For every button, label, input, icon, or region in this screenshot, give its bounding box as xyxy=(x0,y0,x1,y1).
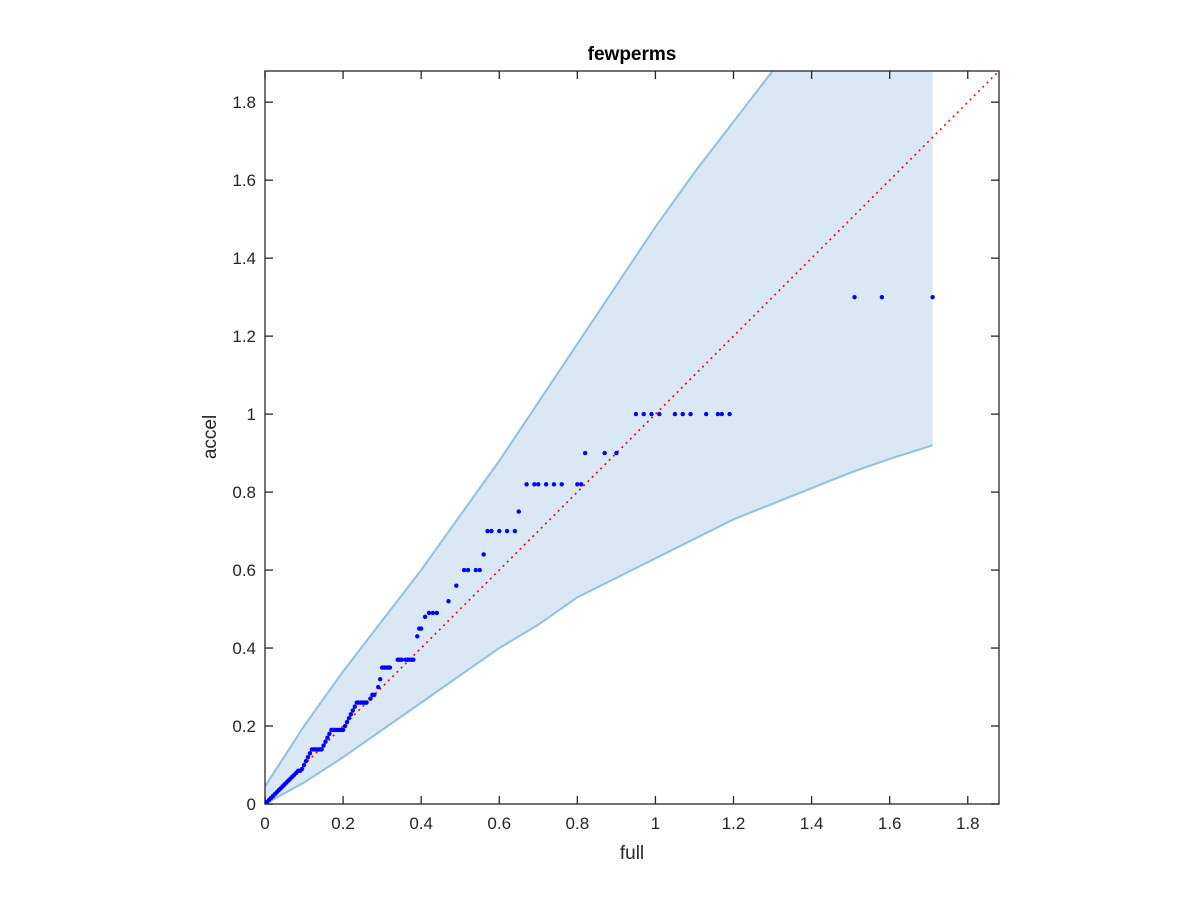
data-point xyxy=(532,482,537,487)
data-point xyxy=(719,411,724,417)
x-tick-label: 1.8 xyxy=(956,814,980,833)
data-point xyxy=(465,567,471,573)
data-point xyxy=(319,747,324,752)
y-tick-label: 0.2 xyxy=(232,717,256,736)
y-tick-label: 1 xyxy=(247,405,256,424)
data-point xyxy=(348,712,354,717)
data-point xyxy=(303,758,309,764)
data-point xyxy=(344,719,350,725)
y-axis-label: accel xyxy=(200,415,221,459)
data-point xyxy=(582,450,588,456)
data-point xyxy=(299,766,305,772)
data-point xyxy=(477,567,482,573)
x-tick-label: 0 xyxy=(260,814,269,833)
data-point xyxy=(672,411,678,417)
data-point xyxy=(372,692,377,698)
x-axis-label: full xyxy=(620,843,644,864)
data-point xyxy=(703,411,709,417)
data-point xyxy=(415,634,420,639)
data-point xyxy=(579,482,584,487)
y-tick-label: 0.6 xyxy=(232,561,256,580)
x-tick-label: 0.6 xyxy=(487,814,511,833)
x-tick-label: 1.6 xyxy=(878,814,902,833)
reference-line xyxy=(264,70,1000,805)
data-point xyxy=(930,294,935,300)
data-point xyxy=(852,294,857,300)
data-point xyxy=(387,665,393,670)
y-tick-label: 1.2 xyxy=(232,327,256,346)
data-point xyxy=(633,411,639,417)
data-point xyxy=(377,677,383,682)
data-point xyxy=(446,599,451,604)
data-point xyxy=(575,482,580,487)
y-tick-label: 0.8 xyxy=(232,483,256,502)
x-tick-label: 1.4 xyxy=(800,814,824,833)
data-point xyxy=(399,657,404,662)
data-point xyxy=(325,735,330,740)
data-point xyxy=(497,528,502,534)
data-point xyxy=(614,450,619,456)
data-point xyxy=(327,731,332,737)
data-point xyxy=(551,482,557,487)
data-point xyxy=(301,762,307,768)
x-tick-label: 1.2 xyxy=(722,814,746,833)
data-point xyxy=(323,739,328,744)
data-point xyxy=(473,567,479,573)
data-point xyxy=(342,723,348,729)
data-point xyxy=(321,743,326,748)
y-tick-label: 0 xyxy=(247,795,256,814)
data-point xyxy=(657,411,662,417)
x-tick-label: 0.8 xyxy=(566,814,590,833)
plot-frame xyxy=(264,70,1000,805)
y-tick-label: 1.4 xyxy=(232,249,256,268)
y-tick-label: 1.8 xyxy=(232,93,256,112)
confidence-band-area xyxy=(265,71,933,804)
data-point xyxy=(680,411,685,417)
data-point xyxy=(368,696,373,701)
data-point xyxy=(481,552,486,557)
data-point xyxy=(418,626,424,631)
chart-title: fewperms xyxy=(588,44,677,65)
data-point xyxy=(426,610,432,616)
lower-band-line xyxy=(264,444,933,805)
data-point xyxy=(715,411,721,417)
data-point xyxy=(305,755,311,760)
y-tick-label: 0.4 xyxy=(232,639,256,658)
data-point xyxy=(346,716,352,721)
x-tick-label: 1 xyxy=(651,814,660,833)
data-point xyxy=(504,528,510,534)
data-point xyxy=(434,610,439,616)
data-point xyxy=(512,528,518,534)
data-point xyxy=(879,294,885,300)
data-point xyxy=(649,411,654,417)
data-point xyxy=(602,450,607,456)
data-point xyxy=(489,528,494,534)
data-point xyxy=(536,482,541,487)
data-point xyxy=(559,482,564,487)
data-point xyxy=(516,509,521,514)
data-point xyxy=(422,614,428,620)
data-point xyxy=(524,482,529,487)
data-point xyxy=(376,684,381,690)
data-point xyxy=(461,567,467,573)
data-point xyxy=(727,411,732,417)
data-point xyxy=(485,528,490,534)
data-point xyxy=(543,482,549,487)
data-point xyxy=(340,727,346,733)
data-point xyxy=(364,700,369,705)
x-tick-label: 0.4 xyxy=(409,814,433,833)
data-point xyxy=(350,708,356,713)
upper-band-line xyxy=(264,70,774,787)
data-point xyxy=(688,411,693,417)
y-tick-label: 1.6 xyxy=(232,171,256,190)
data-point xyxy=(454,583,459,588)
x-tick-label: 0.2 xyxy=(331,814,355,833)
data-point xyxy=(307,751,313,756)
data-point xyxy=(641,411,646,417)
data-point xyxy=(430,610,436,616)
data-point xyxy=(411,657,416,662)
data-point xyxy=(352,704,357,709)
